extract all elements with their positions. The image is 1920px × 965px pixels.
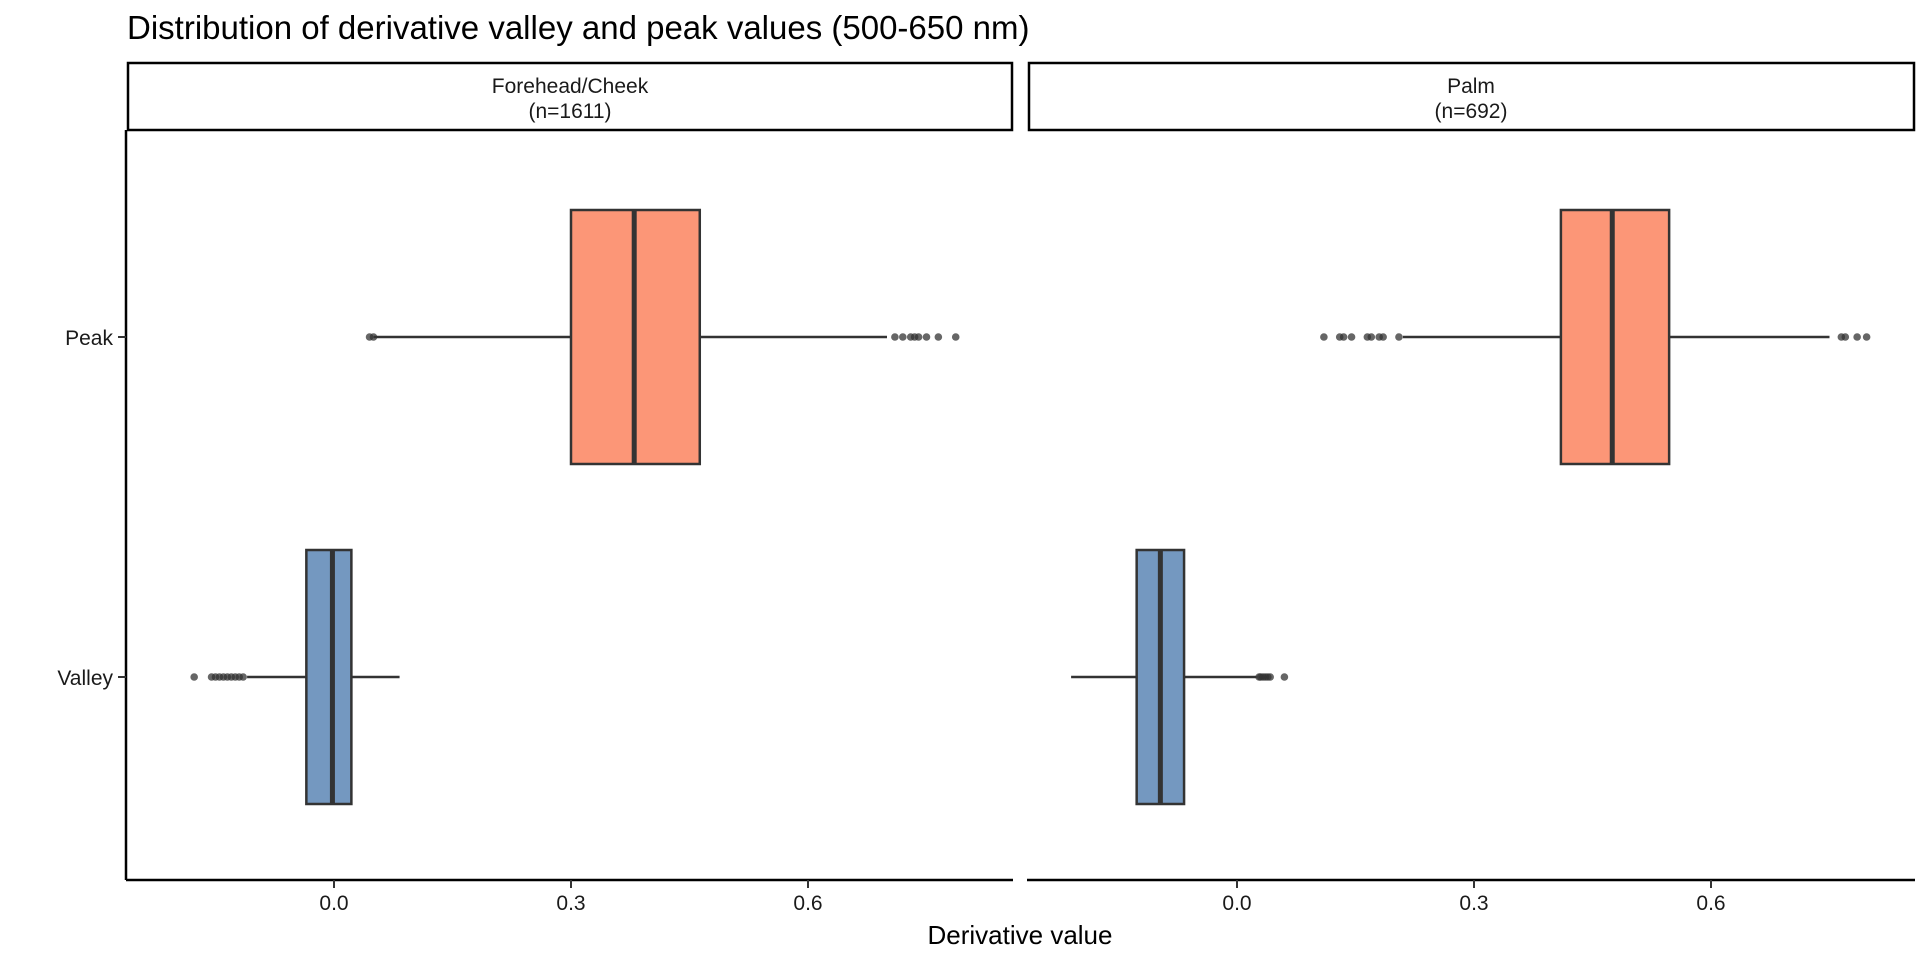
panel-2-x-tick-label-1: 0.3 [1459, 892, 1488, 915]
panel-1-strip-title: Forehead/Cheek [492, 75, 649, 98]
panel-2-x-tick-label-2: 0.6 [1696, 892, 1725, 915]
panel-1-x-tick-label-1: 0.3 [556, 892, 585, 915]
panel-1-peak-outlier [369, 333, 378, 341]
panel-2-peak-outlier [1862, 333, 1871, 341]
panel-1-valley-outlier [190, 673, 198, 681]
panel-2-x-tick-label-0: 0.0 [1222, 892, 1251, 915]
panel-1-valley-box [305, 548, 353, 806]
panel-2-peak-outlier [1853, 333, 1861, 341]
panel-1-peak-outlier [899, 333, 907, 341]
panel-1-x-tick-label-0: 0.0 [319, 892, 348, 915]
panel-2-peak-outlier [1367, 333, 1376, 341]
chart-title: Distribution of derivative valley and pe… [127, 9, 1029, 46]
panel-1-peak-outlier [951, 333, 960, 341]
boxes-layer [190, 208, 1871, 806]
panel-2-peak-outlier [1347, 333, 1356, 341]
panel-1-peak-outlier [922, 333, 931, 341]
panel-2-peak-outlier [1339, 333, 1348, 341]
panel-2-peak-outlier [1395, 333, 1403, 341]
panel-1-valley-outlier [239, 673, 247, 681]
panel-2-strip [1027, 61, 1916, 132]
panel-2-peak-outlier [1379, 333, 1387, 341]
panel-1-peak-outlier [914, 333, 923, 341]
panel-2-strip-subtitle: (n=692) [1435, 100, 1508, 123]
y-tick-label-valley: Valley [57, 667, 113, 690]
y-tick-label-peak: Peak [65, 327, 113, 350]
panel-1-x-tick-label-2: 0.6 [793, 892, 822, 915]
x-axis-title: Derivative value [928, 920, 1113, 950]
panel-1-strip [126, 61, 1014, 132]
panel-1-strip-subtitle: (n=1611) [528, 100, 611, 123]
panel-1-peak-outlier [934, 333, 943, 341]
panel-1-peak-outlier [891, 333, 899, 341]
panel-2-peak-outlier [1320, 333, 1328, 341]
panel-2-peak-outlier [1841, 333, 1850, 341]
panel-2-valley-outlier [1266, 673, 1274, 681]
panel-2-peak-box [1559, 208, 1671, 466]
panel-2-strip-title: Palm [1447, 75, 1495, 98]
panel-2-valley-outlier [1280, 673, 1289, 681]
